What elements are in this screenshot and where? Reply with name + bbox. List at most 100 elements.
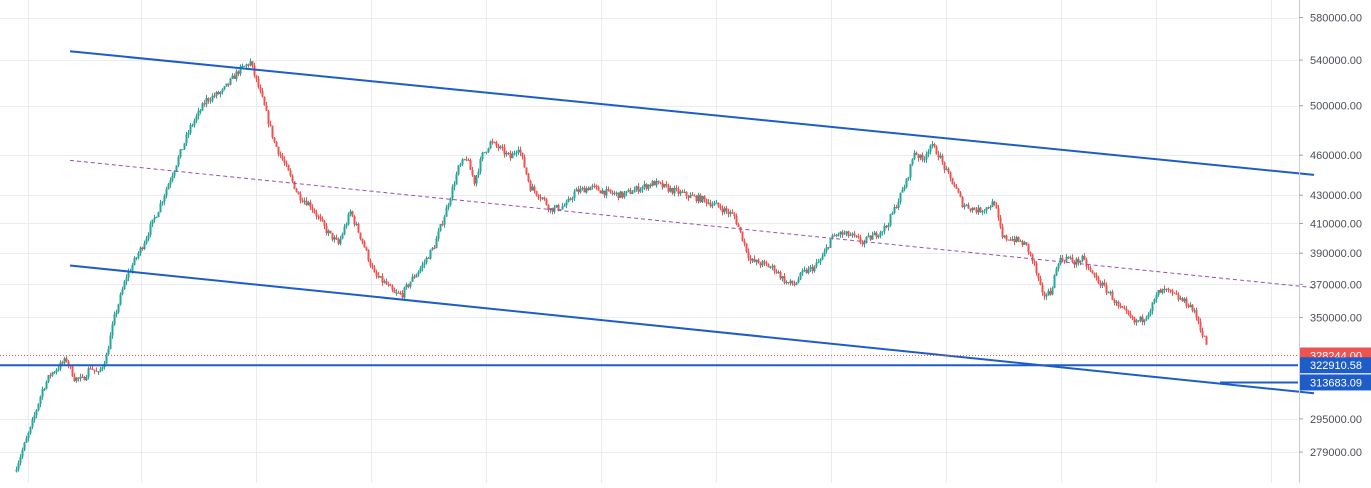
candle-body — [629, 190, 632, 194]
candle-body — [1135, 320, 1138, 323]
candle-body — [171, 175, 174, 181]
channel-upper-line[interactable] — [69, 50, 1315, 176]
candle-body — [969, 208, 972, 211]
candle-body — [1013, 239, 1016, 242]
candle-body — [39, 396, 42, 404]
candle-body — [1123, 307, 1126, 309]
candle-body — [301, 200, 304, 202]
candle-body — [45, 381, 48, 389]
candle-body — [675, 187, 678, 189]
candle-body — [821, 256, 824, 260]
candle-body — [71, 366, 74, 377]
candle-body — [327, 230, 330, 234]
candle-body — [159, 203, 162, 212]
candle-body — [387, 284, 390, 286]
candle-body — [583, 187, 586, 193]
candle-body — [707, 202, 710, 204]
candle-body — [303, 200, 306, 202]
candle-body — [1009, 239, 1012, 241]
candle-body — [905, 178, 908, 188]
channel-lower-line[interactable] — [69, 264, 1315, 395]
candle-body — [903, 187, 906, 190]
candle-body — [721, 208, 724, 213]
trend-drawings[interactable] — [0, 50, 1315, 395]
candle-body — [749, 258, 752, 261]
candle-body — [815, 262, 818, 267]
candle-body — [929, 145, 932, 152]
candle-body — [717, 202, 720, 207]
candle-body — [819, 259, 822, 262]
candle-body — [149, 224, 152, 235]
axis-tick-label: 279000.00 — [1310, 447, 1362, 459]
candle-body — [567, 198, 570, 202]
candle-body — [339, 238, 342, 244]
candle-body — [35, 410, 38, 416]
candle-body — [823, 251, 826, 257]
candle-body — [369, 260, 372, 266]
candle-body — [881, 231, 884, 233]
candle-body — [967, 204, 970, 209]
candle-body — [399, 292, 402, 294]
candle-body — [1015, 236, 1018, 242]
candle-body — [977, 207, 980, 213]
candle-body — [495, 142, 498, 146]
candle-body — [971, 207, 974, 211]
candle-body — [859, 237, 862, 243]
candle-body — [681, 191, 684, 193]
channel-midline[interactable] — [69, 159, 1315, 289]
candle-body — [809, 267, 812, 269]
candle-body — [1057, 264, 1060, 269]
candle-body — [75, 377, 78, 382]
candle-body — [1071, 257, 1074, 262]
candle-body — [871, 235, 874, 240]
candle-body — [947, 168, 950, 173]
candle-body — [1101, 282, 1104, 286]
candle-body — [509, 153, 512, 159]
candle-body — [315, 212, 318, 217]
candle-body — [547, 204, 550, 210]
candle-body — [569, 198, 572, 200]
candle-body — [167, 184, 170, 190]
candle-body — [651, 181, 654, 187]
candle-body — [1021, 241, 1024, 246]
candle-body — [81, 376, 84, 378]
candle-body — [835, 234, 838, 236]
candle-body — [777, 272, 780, 274]
candle-body — [927, 151, 930, 155]
candle-body — [669, 187, 672, 192]
candle-body — [371, 265, 374, 268]
candle-body — [227, 83, 230, 85]
candle-body — [293, 181, 296, 189]
candle-body — [783, 276, 786, 283]
candle-body — [1109, 291, 1112, 293]
candle-body — [753, 258, 756, 262]
candle-body — [317, 216, 320, 218]
candle-body — [1099, 283, 1102, 286]
candle-body — [1129, 313, 1132, 318]
candle-body — [1003, 235, 1006, 238]
candle-body — [209, 100, 212, 102]
candle-body — [829, 238, 832, 248]
candle-body — [65, 358, 68, 362]
candle-body — [305, 200, 308, 206]
candle-body — [357, 223, 360, 233]
candle-body — [593, 185, 596, 187]
candle-body — [195, 115, 198, 121]
candle-body — [161, 201, 164, 204]
candle-body — [1063, 260, 1066, 262]
candle-body — [529, 181, 532, 191]
candle-body — [697, 194, 700, 202]
candle-body — [73, 376, 76, 382]
candle-body — [925, 154, 928, 160]
candle-body — [153, 217, 156, 220]
candle-body — [817, 261, 820, 263]
candle-body — [655, 180, 658, 186]
candle-body — [833, 235, 836, 237]
candle-body — [1027, 243, 1030, 253]
price-axis[interactable]: 580000.00 540000.00 500000.00 460000.00 4300… — [1299, 0, 1371, 483]
candle-body — [1085, 259, 1088, 267]
candle-body — [187, 132, 190, 135]
candle-body — [657, 180, 660, 183]
